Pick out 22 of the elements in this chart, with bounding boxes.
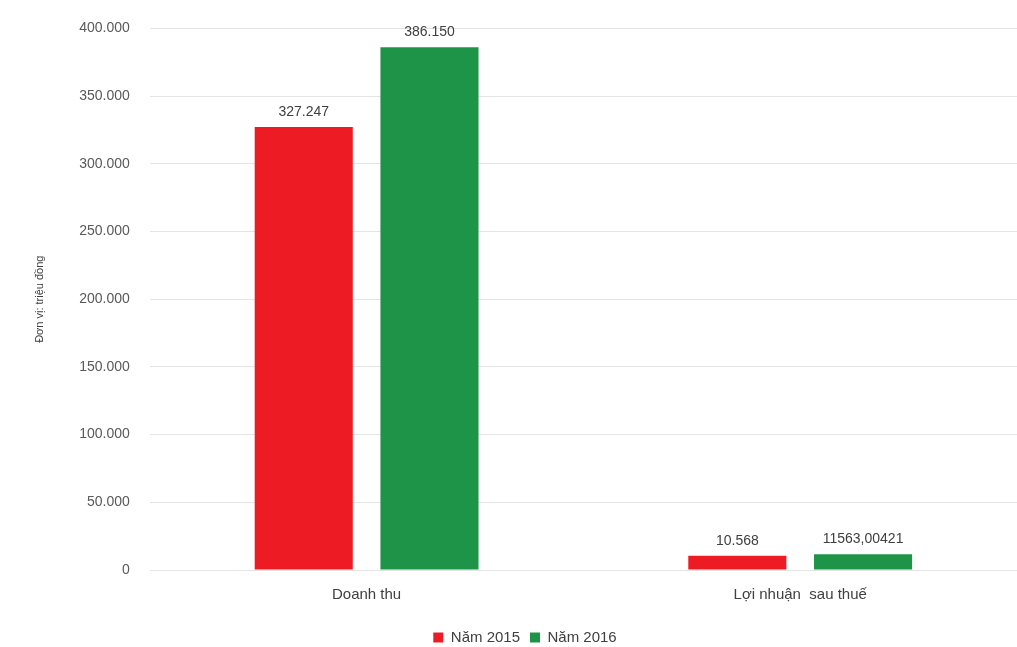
y-tick-label: 0 (122, 560, 131, 577)
data-label: 386.150 (404, 23, 455, 40)
y-tick-label: 50.000 (86, 493, 131, 510)
y-tick-label: 350.000 (79, 86, 131, 103)
data-label: 11563,00421 (822, 530, 904, 547)
y-tick-label: 100.000 (79, 425, 131, 442)
bar (254, 126, 353, 570)
x-tick-label: Lợi nhuận sau thuế (733, 585, 868, 603)
data-label: 10.568 (715, 531, 759, 548)
legend-label: Năm 2016 (547, 627, 617, 645)
x-tick-label: Doanh thu (331, 585, 402, 603)
data-label: 327.247 (278, 102, 330, 119)
bar (688, 555, 787, 570)
y-tick-label: 250.000 (79, 222, 131, 239)
y-axis-title: Đơn vị: triệu đồng (32, 255, 45, 343)
y-tick-label: 150.000 (79, 357, 131, 374)
legend-label: Năm 2015 (450, 627, 521, 645)
y-tick-label: 400.000 (79, 19, 131, 36)
y-tick-label: 200.000 (79, 290, 131, 307)
bar (380, 47, 479, 570)
bar (814, 554, 913, 570)
y-tick-label: 300.000 (79, 154, 131, 171)
